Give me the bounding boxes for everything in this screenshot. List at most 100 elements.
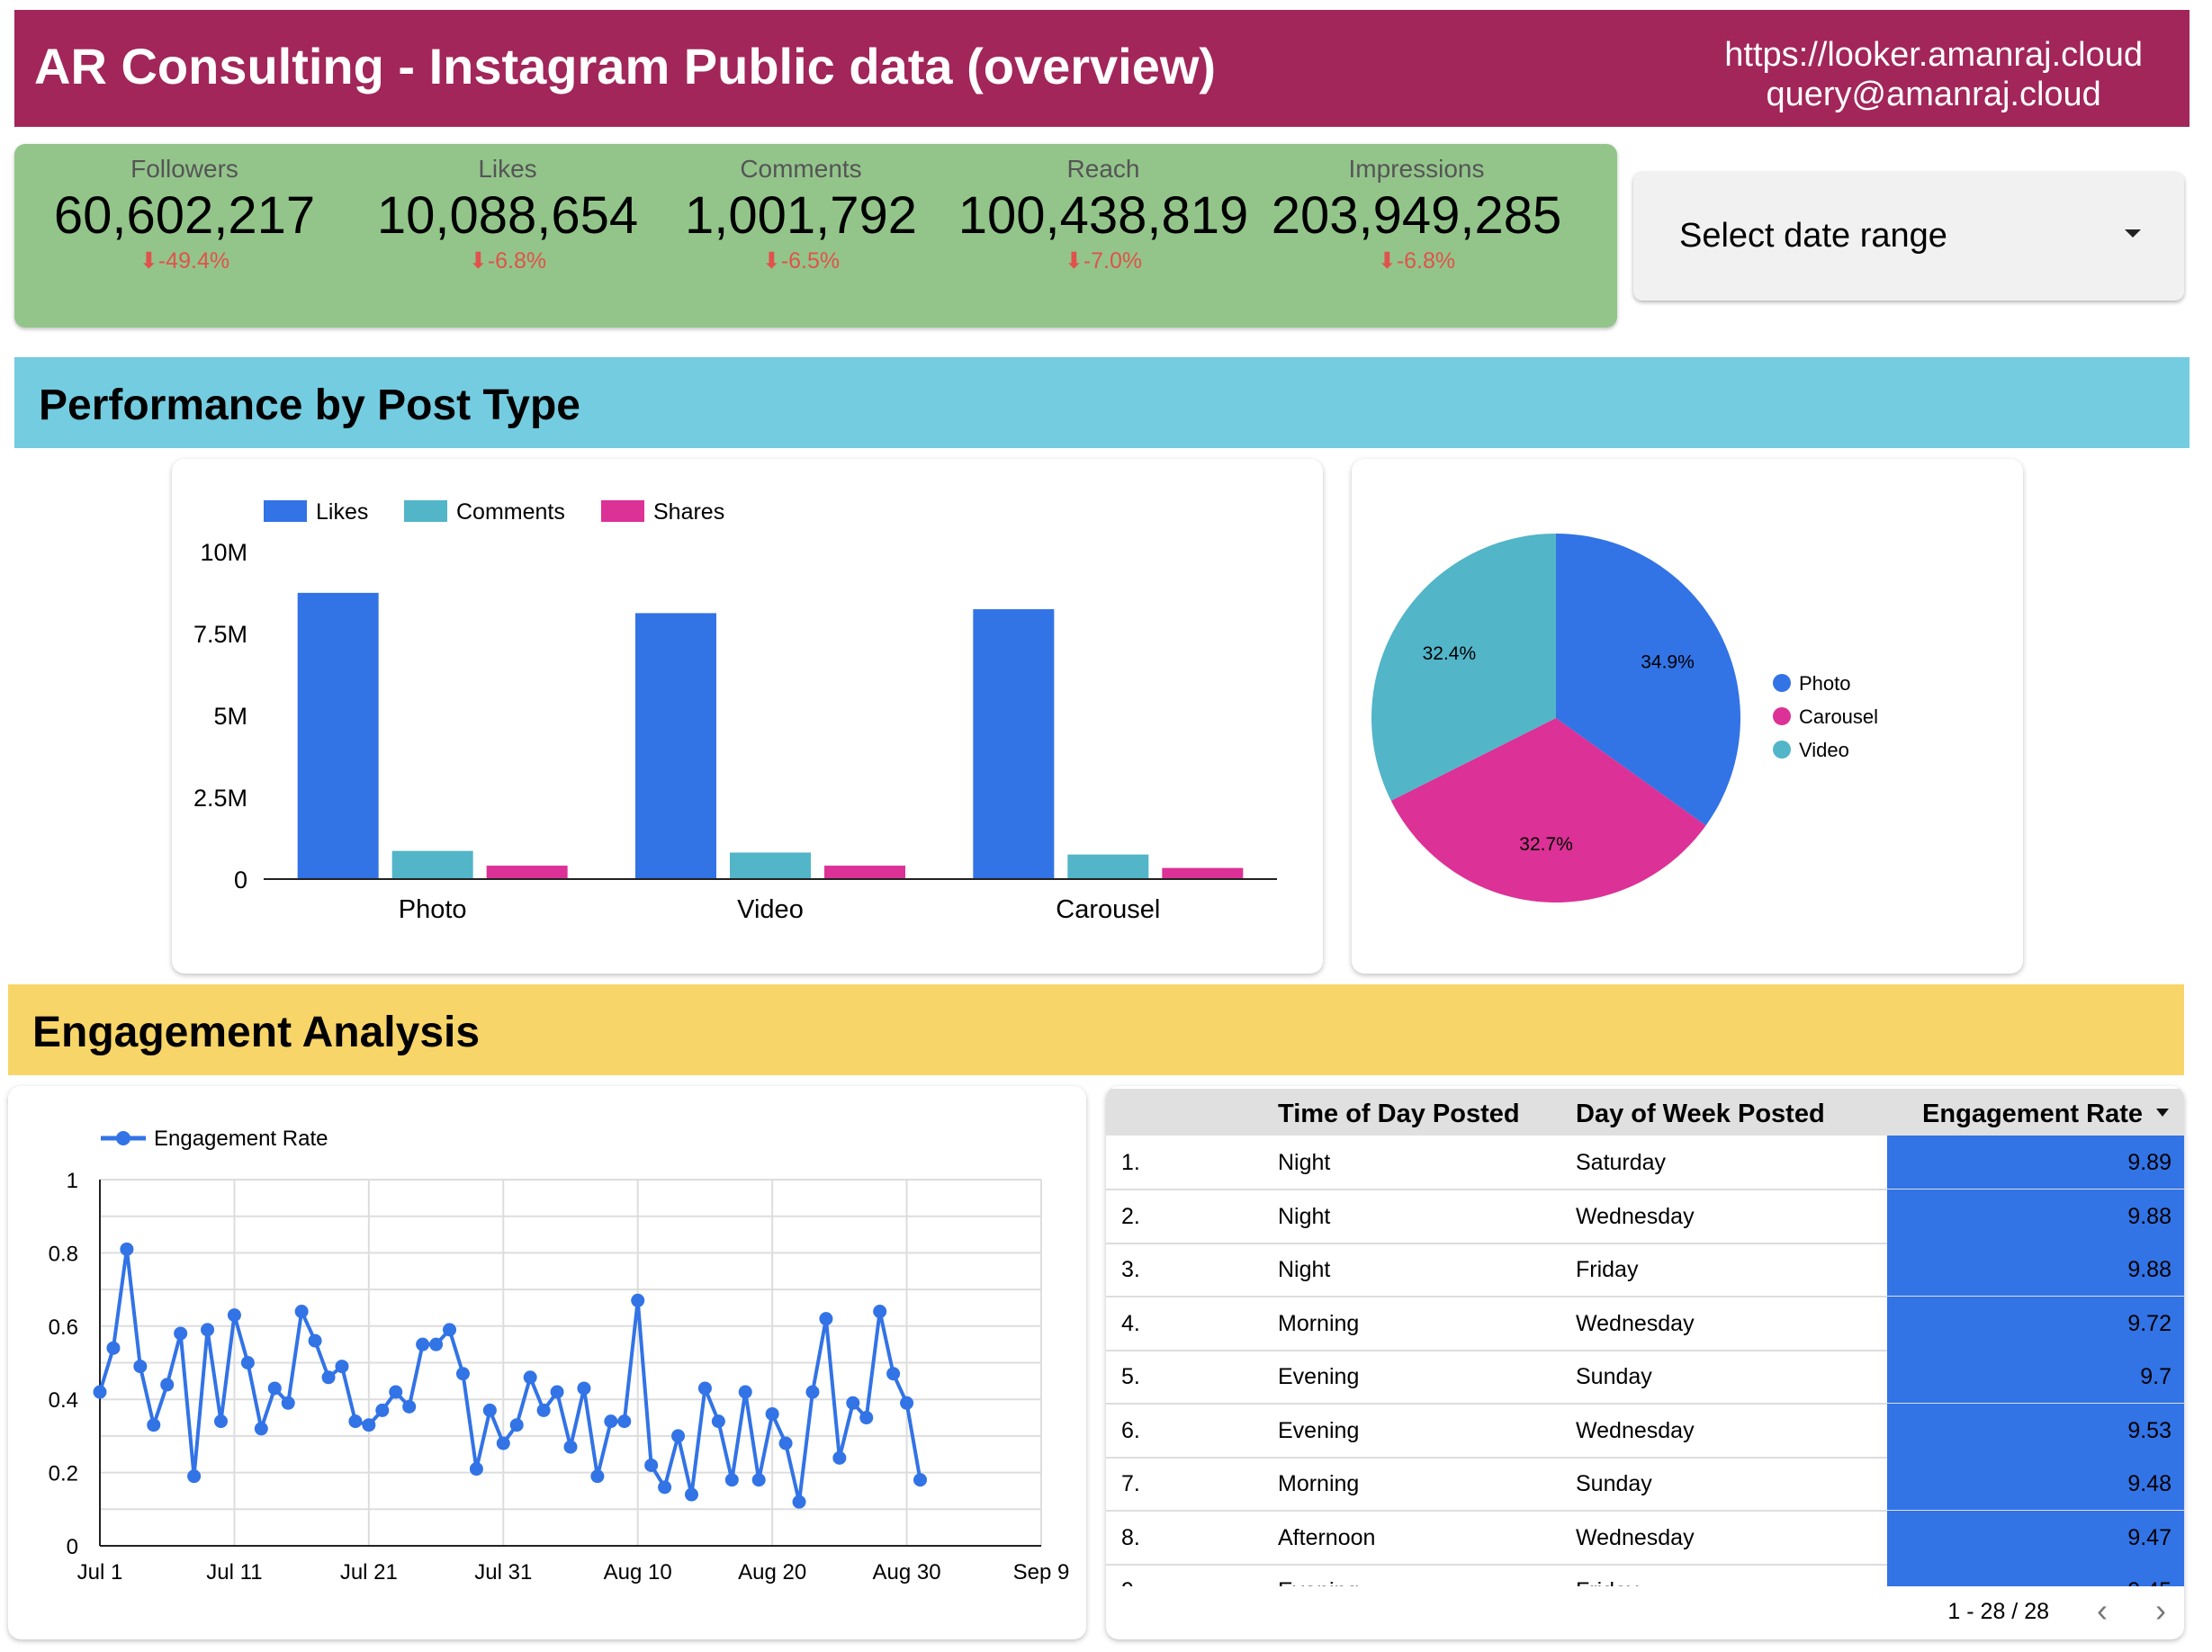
kpi-value: 60,602,217 (53, 186, 316, 245)
data-point (160, 1378, 175, 1392)
table-body: 9.89 1. Night Saturday 9.88 2. Night Wednesday 9… (1106, 1136, 2184, 1586)
data-point (389, 1385, 403, 1399)
data-point (201, 1323, 215, 1337)
data-point (213, 1414, 228, 1429)
bar-likes-video (635, 613, 716, 879)
row-index: 3. (1121, 1257, 1140, 1282)
slice-label: 32.7% (1519, 834, 1573, 855)
data-point (147, 1418, 161, 1432)
column-header-day[interactable]: Day of Week Posted (1576, 1100, 1825, 1128)
table-row[interactable]: 9.7 5. Evening Sunday (1106, 1350, 2184, 1405)
data-point (308, 1333, 322, 1348)
bar-shares-video (824, 866, 905, 879)
day-of-week-cell: Wednesday (1576, 1417, 1695, 1443)
legend-dot (1773, 707, 1791, 725)
data-point (523, 1370, 537, 1385)
data-point (846, 1396, 860, 1410)
contact-url[interactable]: https://looker.amanraj.cloud (1724, 36, 2143, 74)
table-row[interactable]: 9.89 1. Night Saturday (1106, 1136, 2184, 1190)
data-point (509, 1418, 524, 1432)
pie-slice-video (1371, 534, 1556, 801)
kpi-change: ⬇-49.4% (139, 248, 230, 274)
kpi-change: ⬇-6.8% (468, 248, 547, 274)
data-point (886, 1367, 901, 1381)
sort-desc-icon[interactable] (2156, 1109, 2169, 1117)
data-point (697, 1381, 712, 1396)
table-row[interactable]: 9.88 3. Night Friday (1106, 1243, 2184, 1297)
time-of-day-cell: Evening (1278, 1578, 1359, 1586)
dashboard-title: AR Consulting - Instagram Public data (o… (34, 38, 1217, 94)
legend-label: Photo (1799, 672, 1851, 695)
bar-likes-carousel (973, 609, 1055, 879)
y-tick-label: 10M (200, 539, 247, 566)
kpi-value: 100,438,819 (958, 186, 1249, 245)
data-point (644, 1458, 659, 1472)
contact-email[interactable]: query@amanraj.cloud (1766, 76, 2101, 113)
x-tick-label: Jul 1 (77, 1560, 123, 1585)
kpi-change: ⬇-6.8% (1377, 248, 1456, 274)
table-row[interactable]: 9.48 7. Morning Sunday (1106, 1457, 2184, 1512)
data-point (805, 1385, 820, 1399)
table-row[interactable]: 9.53 6. Evening Wednesday (1106, 1403, 2184, 1459)
data-point (604, 1414, 618, 1429)
x-tick-label: Jul 21 (340, 1560, 398, 1585)
data-point (348, 1414, 363, 1429)
data-point (724, 1473, 739, 1487)
rate-cell: 9.53 (1887, 1403, 2184, 1457)
row-index: 7. (1121, 1471, 1140, 1496)
rate-cell: 9.88 (1887, 1243, 2184, 1296)
x-tick-label: Sep 9 (1013, 1560, 1070, 1585)
pie-slice-photo (1556, 534, 1740, 826)
data-point (375, 1403, 390, 1417)
arrow-down-icon: ⬇ (761, 248, 781, 274)
kpi-impressions: Impressions 203,949,285 ⬇-6.8% (1263, 155, 1569, 274)
kpi-scorecards: Followers 60,602,217 ⬇-49.4% Likes 10,08… (14, 144, 1617, 328)
prev-page-icon[interactable]: ‹ (2097, 1592, 2108, 1629)
bar-chart: Likes Comments Shares 0 2.5M 5M 7.5M 10M Photo Vi… (193, 499, 1277, 924)
y-tick-label: 0.6 (49, 1315, 78, 1340)
contact-info: https://looker.amanraj.cloud query@amanr… (1724, 35, 2143, 114)
data-point (402, 1399, 417, 1414)
next-page-icon[interactable]: › (2155, 1592, 2166, 1629)
rate-cell: 9.47 (1887, 1510, 2184, 1564)
date-range-picker[interactable]: Select date range (1633, 172, 2184, 301)
section-title: Engagement Analysis (32, 1009, 481, 1056)
column-header-time[interactable]: Time of Day Posted (1278, 1100, 1520, 1128)
data-point (900, 1396, 914, 1410)
day-of-week-cell: Saturday (1576, 1150, 1667, 1175)
data-point (93, 1385, 107, 1399)
table-row[interactable]: 9.72 4. Morning Wednesday (1106, 1296, 2184, 1351)
data-point (792, 1495, 806, 1509)
bar-chart-card: Likes Comments Shares 0 2.5M 5M 7.5M 10M Photo Vi… (172, 459, 1323, 974)
day-of-week-cell: Sunday (1576, 1471, 1652, 1496)
x-tick-label: Aug 30 (873, 1560, 941, 1585)
section-engagement: Engagement Analysis (8, 984, 2184, 1075)
column-header-rate[interactable]: Engagement Rate (1922, 1100, 2143, 1128)
data-point (684, 1487, 698, 1502)
day-of-week-cell: Friday (1576, 1578, 1638, 1586)
x-tick-label: Carousel (1056, 895, 1160, 924)
table-row[interactable]: 9.47 8. Afternoon Wednesday (1106, 1510, 2184, 1566)
data-point (429, 1337, 444, 1351)
row-index: 6. (1121, 1417, 1140, 1443)
day-of-week-cell: Wednesday (1576, 1310, 1695, 1336)
time-of-day-cell: Night (1278, 1203, 1331, 1229)
table-row[interactable]: 9.88 2. Night Wednesday (1106, 1189, 2184, 1244)
arrow-down-icon: ⬇ (468, 248, 488, 274)
rate-cell: 9.89 (1887, 1136, 2184, 1189)
data-point (294, 1305, 309, 1319)
row-index: 8. (1121, 1524, 1140, 1550)
kpi-value: 1,001,792 (684, 186, 918, 245)
table-row[interactable]: 9.45 9. Evening Friday (1106, 1564, 2184, 1586)
time-of-day-cell: Night (1278, 1150, 1331, 1175)
row-index: 4. (1121, 1310, 1140, 1336)
time-of-day-cell: Night (1278, 1257, 1331, 1282)
kpi-comments: Comments 1,001,792 ⬇-6.5% (648, 155, 954, 274)
rate-cell: 9.88 (1887, 1189, 2184, 1243)
kpi-label: Likes (478, 155, 537, 183)
time-of-day-cell: Evening (1278, 1364, 1360, 1389)
legend-label: Shares (653, 499, 724, 525)
day-of-week-cell: Wednesday (1576, 1524, 1695, 1550)
legend-label: Carousel (1799, 705, 1878, 728)
data-point (254, 1422, 268, 1436)
